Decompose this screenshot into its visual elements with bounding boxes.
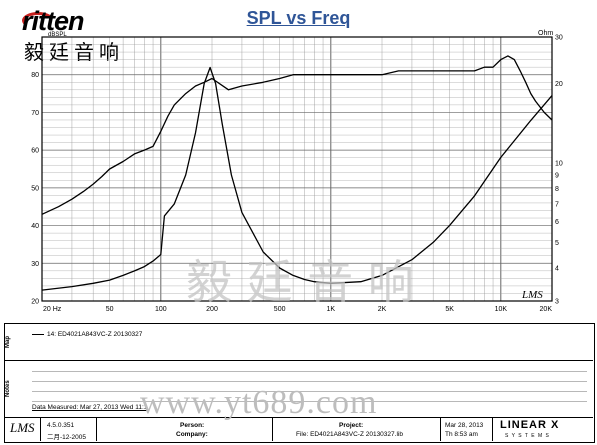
map-side-label: Map (4, 324, 25, 360)
x-tick-label: 5K (445, 306, 454, 313)
x-tick-label: 1K (327, 306, 336, 313)
watermark-chinese: 毅 廷 音 响 (186, 255, 414, 309)
linearx-logo: LINEAR X (500, 419, 560, 431)
brand-logo-chinese: 毅廷音响 (24, 42, 124, 64)
y-left-tick-label: 40 (31, 223, 39, 230)
x-tick-label: 500 (274, 306, 286, 313)
legend-entry: 14: ED4021A843VC-Z 20130327 (47, 331, 143, 338)
x-tick-label: 200 (206, 306, 218, 313)
company-label: Company: (176, 431, 208, 438)
software-build: 二月-12-2005 (47, 434, 87, 441)
notes-line (32, 371, 587, 372)
software-version: 4.5.0.351 (47, 422, 75, 429)
file-name: File: ED4021A843VC-Z 20130327.lib (296, 431, 403, 438)
y-right-tick-label: 6 (555, 219, 559, 226)
lms-logo: LMS (10, 420, 35, 435)
divider (272, 418, 273, 441)
linearx-subtitle: S Y S T E M S (505, 433, 550, 439)
y-right-tick-label: 4 (555, 266, 559, 273)
series-group (41, 55, 553, 291)
divider (96, 418, 97, 441)
report-time: Th 8:53 am (445, 431, 478, 438)
plot-frame (41, 36, 553, 302)
y-left-tick-label: 30 (31, 261, 39, 268)
x-tick-label: 2K (378, 306, 387, 313)
divider (4, 360, 593, 361)
x-tick-label: 100 (155, 306, 167, 313)
x-tick-label: 10K (495, 306, 508, 313)
legend-line-icon (32, 333, 44, 335)
y-right-tick-label: 5 (555, 240, 559, 247)
divider (440, 418, 441, 441)
y-right-tick-label: 10 (555, 160, 563, 167)
impedance-curve (41, 66, 553, 291)
y-right-tick-label: 20 (555, 81, 563, 88)
info-panel (4, 323, 595, 443)
brand-logo: ritten (22, 6, 84, 36)
y-left-tick-label: 80 (31, 72, 39, 79)
spl-impedance-chart: 20 Hz 50 100 200 500 1K 2K 5K 10K 20K 20 30 40 50 60 70… (31, 30, 563, 314)
chart-title: SPL vs Freq (246, 8, 351, 28)
report-date: Mar 28, 2013 (445, 422, 484, 429)
divider (4, 417, 593, 418)
project-label: Project: (339, 422, 364, 429)
notes-side-label: Notes (4, 361, 25, 417)
y-right-tick-label: 30 (555, 35, 563, 42)
x-tick-label: 50 (106, 306, 114, 313)
y-left-tick-label: 60 (31, 148, 39, 155)
chart-grid (42, 37, 552, 301)
y-left-tick-label: 70 (31, 110, 39, 117)
tick-labels: 20 Hz 50 100 200 500 1K 2K 5K 10K 20K 20 30 40 50 60 70… (31, 35, 563, 314)
y-right-tick-label: 7 (555, 201, 559, 208)
logo-swoosh-icon (22, 12, 54, 29)
date-measured: Data Measured: Mar 27, 2013 Wed 11:1 (32, 404, 148, 411)
divider (492, 418, 493, 441)
y-left-tick-label: 20 (31, 299, 39, 306)
x-tick-label: 20 Hz (43, 306, 62, 313)
spl-curve (41, 55, 553, 215)
y-right-tick-label: 3 (555, 299, 559, 306)
x-tick-label: 20K (540, 306, 553, 313)
notes-line (32, 401, 587, 402)
notes-line (32, 391, 587, 392)
divider (40, 418, 41, 441)
y-left-tick-label: 50 (31, 185, 39, 192)
watermark-lms: LMS (521, 289, 543, 301)
map-legend: 14: ED4021A843VC-Z 20130327 (32, 331, 142, 338)
watermark-url: www.yt689.com (140, 384, 378, 421)
notes-line (32, 381, 587, 382)
person-label: Person: (180, 422, 205, 429)
y-axis-label-right: Ohm (538, 30, 553, 37)
y-axis-label-left: dBSPL (48, 32, 67, 38)
y-right-tick-label: 9 (555, 173, 559, 180)
y-right-tick-label: 8 (555, 186, 559, 193)
